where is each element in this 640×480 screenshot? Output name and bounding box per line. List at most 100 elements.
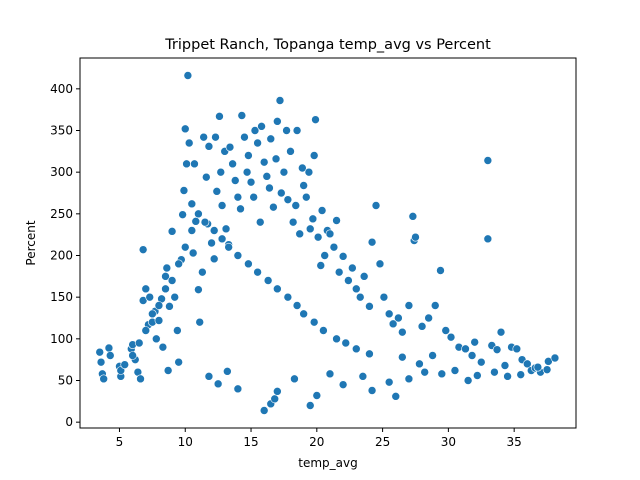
data-point <box>230 176 240 185</box>
x-tick-label: 20 <box>309 435 324 449</box>
data-point <box>317 206 327 215</box>
data-point <box>180 242 190 252</box>
data-point <box>424 313 433 323</box>
data-point <box>334 267 344 277</box>
data-point <box>257 122 266 131</box>
x-tick-label: 25 <box>375 435 390 449</box>
data-point <box>211 132 220 142</box>
data-point <box>341 338 351 348</box>
data-point <box>467 351 477 360</box>
data-points <box>95 71 560 415</box>
data-point <box>154 316 164 325</box>
data-point <box>533 362 543 372</box>
y-tick-label: 400 <box>50 82 73 96</box>
data-point <box>384 377 394 387</box>
data-point <box>550 353 560 363</box>
data-point <box>436 266 445 275</box>
data-point <box>199 132 208 142</box>
data-point <box>224 242 233 252</box>
data-point <box>523 359 532 369</box>
data-point <box>325 229 335 239</box>
data-point <box>304 167 314 177</box>
data-point <box>441 326 451 335</box>
data-point <box>178 210 187 219</box>
data-point <box>194 285 203 294</box>
data-point <box>188 248 198 258</box>
data-point <box>262 172 272 181</box>
data-point <box>223 367 232 376</box>
data-point <box>290 374 299 384</box>
data-point <box>162 263 172 273</box>
data-point <box>299 309 308 319</box>
data-point <box>283 292 293 302</box>
data-point <box>320 251 330 260</box>
data-point <box>165 302 174 311</box>
data-point <box>204 372 214 381</box>
data-point <box>184 138 194 148</box>
data-point <box>379 292 389 302</box>
data-point <box>375 259 385 269</box>
data-point <box>136 374 145 384</box>
data-point <box>200 217 210 227</box>
data-point <box>207 238 216 248</box>
data-point <box>476 357 486 367</box>
data-point <box>236 204 245 214</box>
data-point <box>391 392 401 401</box>
data-point <box>195 317 205 327</box>
data-point <box>338 380 348 389</box>
data-point <box>279 167 289 177</box>
y-tick-label: 200 <box>50 249 73 263</box>
data-point <box>259 406 269 415</box>
y-axis-ticks: 0 50 100 150 200 250 300 350 400 <box>50 82 80 429</box>
data-point <box>358 372 368 381</box>
y-tick-label: 300 <box>50 165 73 179</box>
data-point <box>516 370 526 379</box>
data-point <box>138 245 148 254</box>
x-tick-label: 35 <box>507 435 522 449</box>
data-point <box>292 301 302 310</box>
data-point <box>316 261 326 270</box>
data-point <box>470 337 479 347</box>
data-point <box>128 351 137 360</box>
y-tick-label: 50 <box>58 374 73 388</box>
x-tick-label: 30 <box>441 435 456 449</box>
data-point <box>161 284 170 294</box>
data-point <box>233 251 243 260</box>
data-point <box>503 372 512 381</box>
data-point <box>182 159 191 169</box>
data-point <box>450 366 460 375</box>
data-point <box>305 401 315 410</box>
x-tick-label: 10 <box>178 435 193 449</box>
data-point <box>167 276 177 285</box>
data-point <box>437 369 447 379</box>
data-point <box>253 138 262 148</box>
data-point <box>217 234 227 244</box>
data-point <box>446 332 456 342</box>
data-point <box>173 326 182 335</box>
data-point <box>233 384 243 394</box>
data-point <box>367 386 377 395</box>
x-tick-label: 5 <box>116 435 124 449</box>
data-point <box>270 394 280 404</box>
data-point <box>174 357 183 367</box>
data-point <box>301 192 311 202</box>
data-point <box>265 183 274 193</box>
plot-frame <box>79 57 577 429</box>
data-point <box>338 252 348 261</box>
data-point <box>283 195 293 204</box>
data-point <box>286 147 295 156</box>
data-point <box>461 344 470 354</box>
data-point <box>240 132 249 142</box>
data-point <box>179 186 189 195</box>
data-point <box>216 167 226 177</box>
data-point <box>299 181 308 190</box>
data-point <box>348 263 357 273</box>
data-point <box>500 361 510 370</box>
data-point <box>161 272 170 281</box>
data-point <box>225 142 235 152</box>
data-point <box>273 284 282 294</box>
data-point <box>473 371 482 380</box>
y-axis-title: Percent <box>24 220 38 265</box>
data-point <box>152 334 161 344</box>
